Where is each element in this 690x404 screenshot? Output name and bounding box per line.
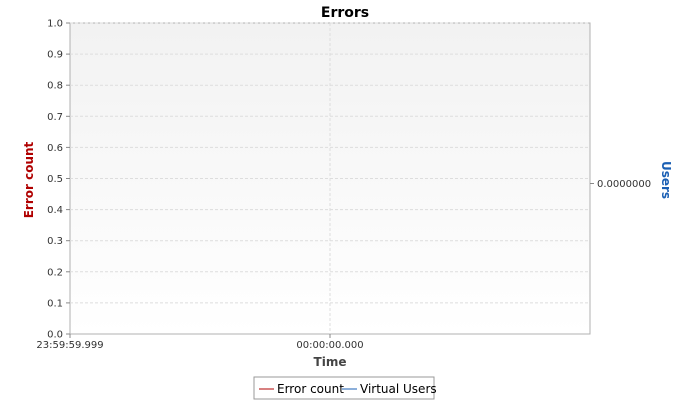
x-tick-label: 00:00:00.000 — [296, 340, 363, 351]
y2-axis-title: Users — [659, 161, 673, 199]
y2-axis-ticks: 0.0000000 — [590, 179, 651, 190]
grid-lines — [70, 22, 590, 334]
y-tick-label: 1.0 — [47, 19, 63, 30]
x-axis-title: Time — [314, 355, 347, 369]
y-tick-label: 0.4 — [47, 205, 63, 216]
y-tick-label: 0.1 — [47, 298, 63, 309]
x-axis-ticks: 23:59:59.999 00:00:00.000 — [36, 334, 364, 351]
legend: Error count Virtual Users — [253, 376, 437, 400]
legend-box — [253, 376, 435, 400]
y-tick-label: 0.9 — [47, 50, 63, 61]
y-axis-ticks: 0.0 0.1 0.2 0.3 0.4 0.5 0.6 0.7 0.8 0.9 1.0 — [47, 19, 70, 341]
y2-tick-label: 0.0000000 — [597, 179, 651, 190]
legend-label-error-count: Error count — [277, 382, 344, 396]
y-tick-label: 0.7 — [47, 112, 63, 123]
y-axis-title: Error count — [22, 141, 36, 218]
legend-label-virtual-users: Virtual Users — [360, 382, 437, 396]
x-tick-label: 23:59:59.999 — [36, 340, 103, 351]
y-tick-label: 0.3 — [47, 236, 63, 247]
y-tick-label: 0.5 — [47, 174, 63, 185]
y-tick-label: 0.0 — [47, 330, 63, 341]
chart-title: Errors — [321, 5, 369, 21]
y-tick-label: 0.6 — [47, 143, 63, 154]
y-tick-label: 0.2 — [47, 267, 63, 278]
y-tick-label: 0.8 — [47, 81, 63, 92]
